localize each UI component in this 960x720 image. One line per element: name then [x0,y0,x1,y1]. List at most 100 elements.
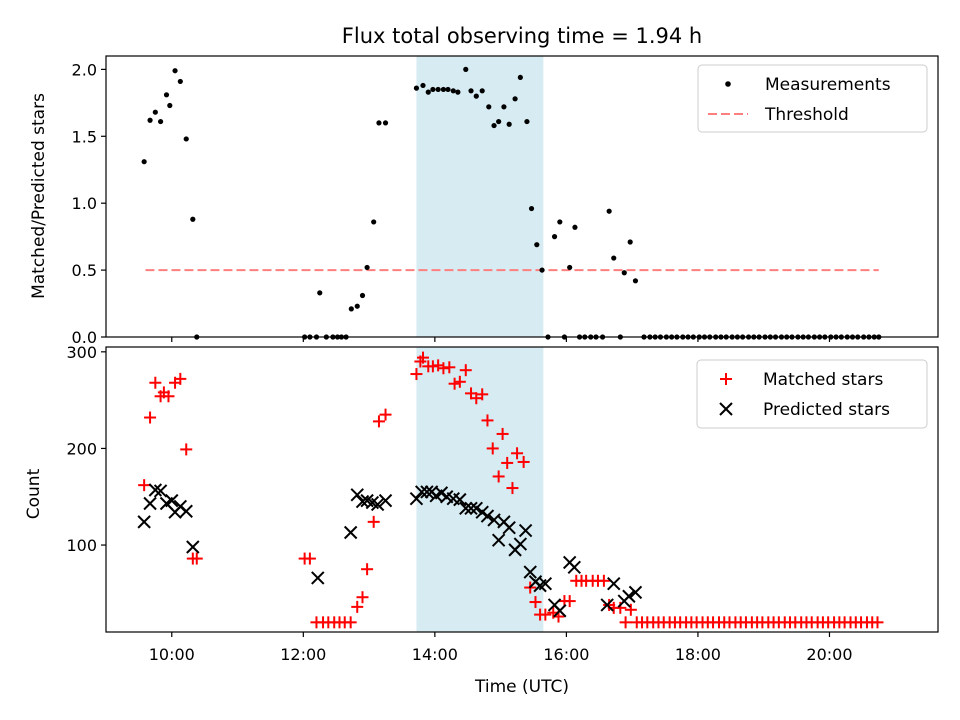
legend-predicted-label: Predicted stars [763,400,890,420]
measurement-point [528,205,535,212]
matched-star-point [190,552,203,565]
measurement-point [382,120,389,126]
predicted-star-point [567,560,581,574]
matched-star-point [506,482,519,495]
predicted-star-point [480,509,495,523]
predicted-star-point [143,496,157,511]
matched-star-point [501,456,514,469]
top-y-tick-label: 0.0 [72,328,97,347]
predicted-star-point [491,533,506,547]
matched-star-point [459,364,472,377]
measurement-point [440,86,447,93]
matched-star-point [356,591,369,604]
matched-star-point [563,595,576,608]
matched-star-point [517,455,530,468]
measurement-point [157,118,164,125]
legend-measurements-marker [725,81,731,87]
predicted-star-point [628,585,643,600]
top-y-tick-label: 1.5 [72,127,97,146]
matched-star-point [448,377,461,390]
bottom-x-tick-label: 18:00 [675,645,721,664]
measurement-point [445,86,451,93]
measurement-point [167,102,173,109]
measurement-point [450,88,456,94]
bottom-x-ticks: 10:00 12:00 14:00 16:00 18:00 20:00 [149,632,853,664]
predicted-star-point [186,540,200,554]
predicted-star-point [414,485,429,499]
measurement-point [557,219,563,225]
predicted-star-point [137,515,151,529]
predicted-star-point [420,485,434,499]
bottom-x-tick-label: 20:00 [806,645,852,664]
matched-star-point [149,376,162,389]
predicted-star-point [343,525,358,540]
matched-star-point [624,603,637,616]
measurement-point [376,120,382,126]
predicted-star-point [311,571,325,585]
predicted-star-point [370,497,385,512]
top-y-tick-label: 2.0 [72,60,97,79]
measurement-point [359,292,366,299]
measurement-point [621,270,627,276]
measurement-point [479,88,485,94]
bottom-panel: 100 200 300 10:00 12:00 14:00 16:00 18:00 20:00… [24,343,939,697]
measurement-point [567,264,573,271]
top-legend: Measurements Threshold [697,64,928,133]
predicted-star-point [464,501,478,516]
matched-star-point [367,515,380,528]
predicted-star-point [165,493,179,508]
measurement-point [632,278,639,284]
bottom-x-tick-label: 16:00 [543,645,589,664]
measurement-point [354,303,360,309]
predicted-star-point [409,491,424,506]
bottom-y-axis-label: Count [24,468,44,519]
x-axis-label: Time (UTC) [474,677,569,697]
predicted-star-point [459,501,473,516]
top-highlight-span [416,56,544,337]
chart-title: Flux total observing time = 1.94 h [342,24,702,48]
matched-star-point [511,447,524,460]
matched-star-point [372,415,385,428]
matched-star-point [180,443,193,456]
matched-star-point [496,427,509,440]
matched-star-point [476,388,489,401]
predicted-star-point [622,589,636,603]
bottom-y-tick-label: 300 [66,343,97,362]
matched-star-point [379,408,392,421]
top-y-ticks: 0.0 0.5 1.0 1.5 2.0 [72,60,106,347]
bottom-y-ticks: 100 200 300 [66,343,106,555]
top-y-tick-label: 1.0 [72,194,97,213]
matched-star-point [492,470,505,483]
predicted-star-point [513,537,528,551]
measurement-point [496,118,502,125]
measurement-point [539,267,545,273]
matched-star-point [529,596,542,609]
top-y-tick-label: 0.5 [72,261,97,280]
matched-star-point [303,552,316,565]
matched-star-point [144,411,157,424]
measurement-point [364,264,370,271]
measurement-point [606,208,612,214]
matched-star-point [351,600,364,613]
legend-predicted-marker [719,402,733,416]
matched-star-point [344,616,357,629]
matched-star-point [162,390,175,403]
measurement-point [551,234,558,240]
legend-threshold-label: Threshold [764,105,849,125]
bottom-x-tick-label: 12:00 [280,645,326,664]
predicted-star-point [523,565,537,579]
matched-star-point [597,574,610,587]
measurement-point [491,122,497,129]
bottom-x-tick-label: 10:00 [149,645,195,664]
measurement-point [506,121,512,127]
matched-star-point [138,479,151,492]
measurement-point [348,306,354,312]
predicted-star-point [607,576,621,591]
predicted-star-point [518,523,533,538]
measurement-point [611,255,617,261]
bottom-axes-frame [105,346,939,633]
measurement-point [512,96,518,102]
predicted-star-point [538,576,553,591]
measurement-point [435,86,441,93]
